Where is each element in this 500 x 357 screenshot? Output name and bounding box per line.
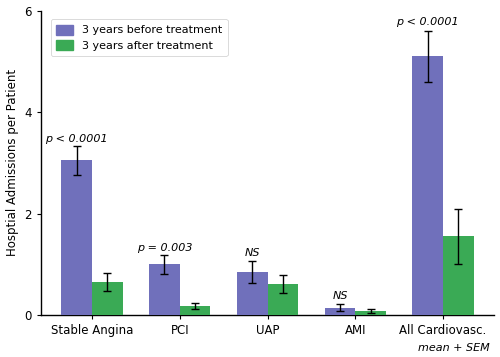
Bar xyxy=(180,306,210,315)
Bar xyxy=(92,282,122,315)
Bar xyxy=(324,307,356,315)
Bar xyxy=(62,160,92,315)
Text: p = 0.003: p = 0.003 xyxy=(136,243,192,253)
Text: p < 0.0001: p < 0.0001 xyxy=(46,134,108,144)
Legend: 3 years before treatment, 3 years after treatment: 3 years before treatment, 3 years after … xyxy=(50,19,228,56)
Text: NS: NS xyxy=(244,248,260,258)
Bar xyxy=(356,311,386,315)
Bar xyxy=(412,56,443,315)
Bar xyxy=(268,284,298,315)
Y-axis label: Hosptial Admissions per Patient: Hosptial Admissions per Patient xyxy=(6,69,18,256)
Text: p < 0.0001: p < 0.0001 xyxy=(396,17,459,27)
Text: mean + SEM: mean + SEM xyxy=(418,343,490,353)
Bar xyxy=(149,265,180,315)
Bar xyxy=(443,236,474,315)
Bar xyxy=(237,272,268,315)
Text: NS: NS xyxy=(332,291,347,301)
